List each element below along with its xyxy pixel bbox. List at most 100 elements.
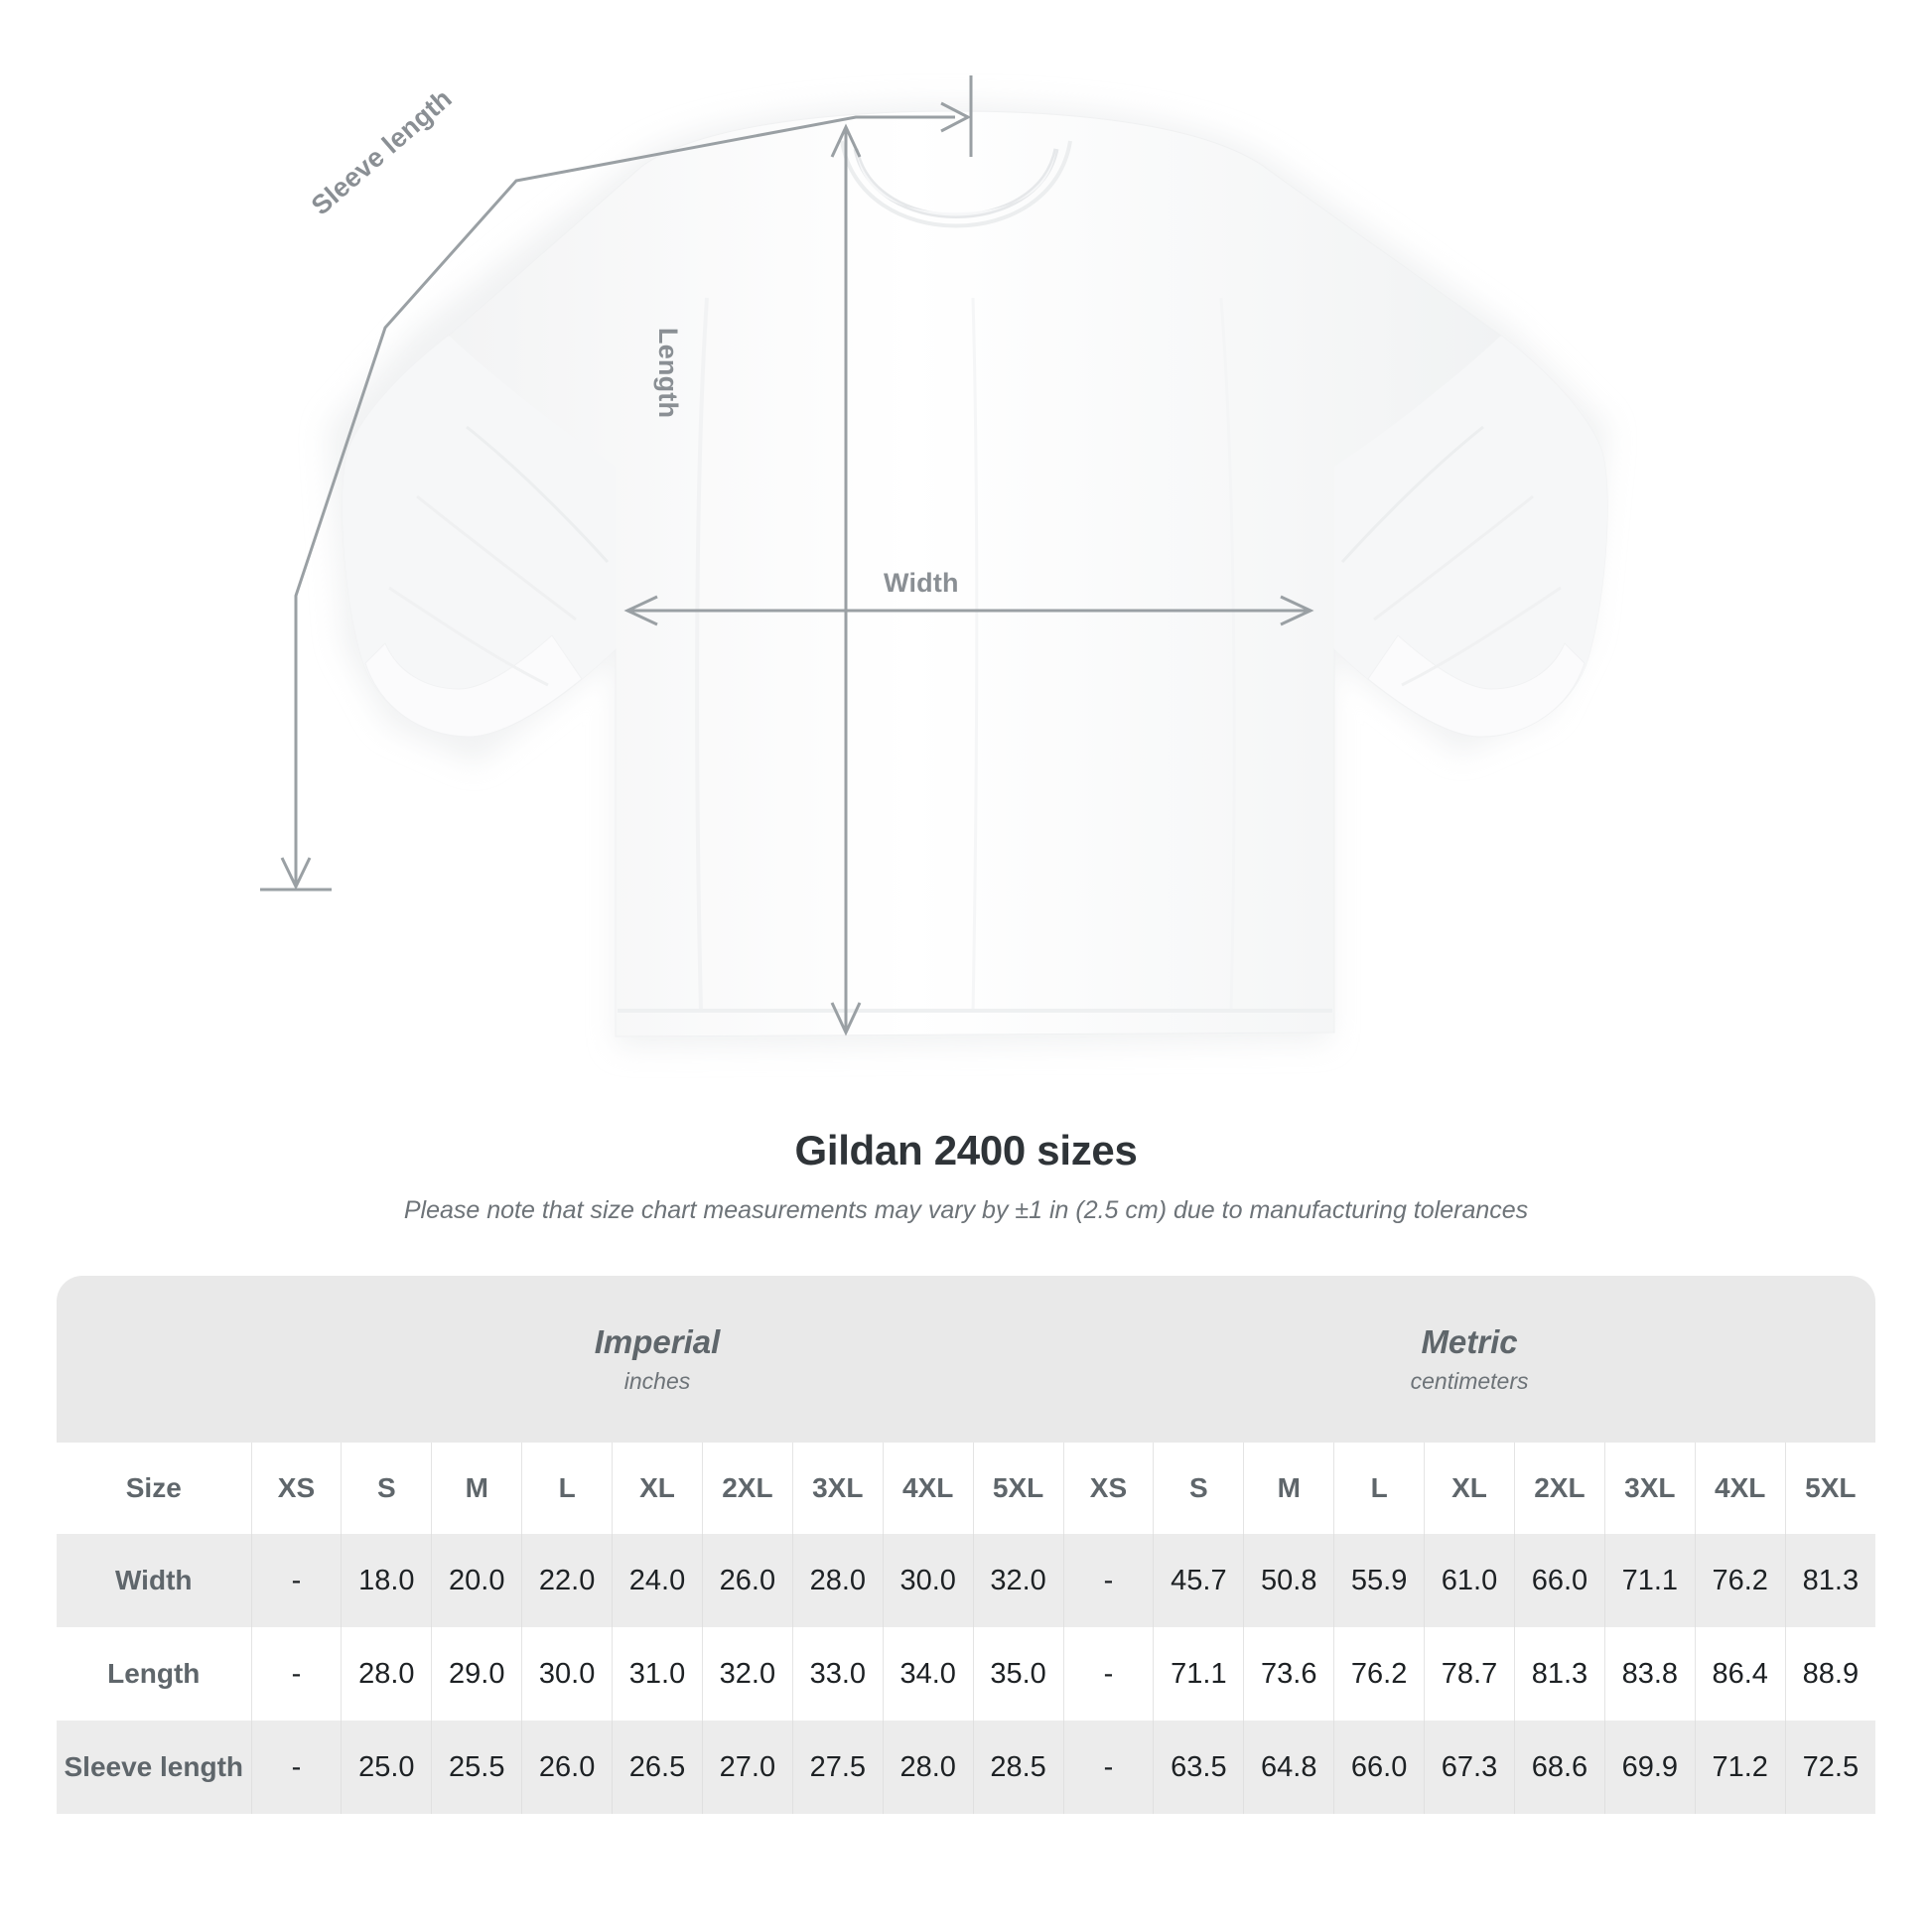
cell-sleeve-metric-xl: 67.3	[1424, 1721, 1515, 1814]
cell-sleeve-metric-m: 64.8	[1243, 1721, 1334, 1814]
garment-svg	[260, 75, 1608, 1047]
unit-band-spacer	[57, 1276, 251, 1443]
size-header-imperial-l: L	[521, 1443, 613, 1534]
cell-width-imperial-xs: -	[250, 1534, 342, 1627]
title-block: Gildan 2400 sizes Please note that size …	[0, 1127, 1932, 1225]
cell-width-metric-l: 55.9	[1333, 1534, 1425, 1627]
width-guide	[623, 595, 1314, 626]
size-header-metric-m: M	[1243, 1443, 1334, 1534]
cell-length-imperial-4xl: 34.0	[882, 1627, 974, 1721]
table-row: Length - 28.0 29.0 30.0 31.0 32.0 33.0 3…	[57, 1627, 1876, 1721]
size-header-imperial-m: M	[431, 1443, 522, 1534]
cell-width-metric-xl: 61.0	[1424, 1534, 1515, 1627]
cell-length-imperial-s: 28.0	[341, 1627, 432, 1721]
unit-group-metric-name: Metric	[1421, 1322, 1518, 1360]
cell-sleeve-imperial-2xl: 27.0	[701, 1721, 793, 1814]
length-guide	[830, 123, 862, 1036]
row-label-width: Width	[57, 1534, 251, 1627]
cell-sleeve-metric-2xl: 68.6	[1513, 1721, 1605, 1814]
cell-length-metric-s: 71.1	[1153, 1627, 1244, 1721]
cell-sleeve-metric-5xl: 72.5	[1784, 1721, 1876, 1814]
cell-width-imperial-4xl: 30.0	[882, 1534, 974, 1627]
cell-length-metric-xl: 78.7	[1424, 1627, 1515, 1721]
cell-width-metric-xs: -	[1062, 1534, 1154, 1627]
cell-sleeve-metric-l: 66.0	[1333, 1721, 1425, 1814]
size-header-imperial-4xl: 4XL	[882, 1443, 974, 1534]
width-label: Width	[884, 568, 959, 598]
cell-width-metric-4xl: 76.2	[1694, 1534, 1786, 1627]
cell-length-imperial-2xl: 32.0	[701, 1627, 793, 1721]
garment-illustration: Sleeve length Length Width	[260, 75, 1608, 1047]
cell-width-metric-m: 50.8	[1243, 1534, 1334, 1627]
page-title: Gildan 2400 sizes	[794, 1127, 1138, 1173]
size-header-imperial-xs: XS	[250, 1443, 342, 1534]
cell-sleeve-imperial-5xl: 28.5	[972, 1721, 1064, 1814]
cell-sleeve-metric-xs: -	[1062, 1721, 1154, 1814]
size-header-metric-2xl: 2XL	[1513, 1443, 1605, 1534]
cell-sleeve-imperial-l: 26.0	[521, 1721, 613, 1814]
size-header-imperial-5xl: 5XL	[972, 1443, 1064, 1534]
cell-width-metric-3xl: 71.1	[1603, 1534, 1696, 1627]
unit-group-imperial-name: Imperial	[594, 1322, 721, 1360]
size-header-imperial-s: S	[341, 1443, 432, 1534]
cell-sleeve-metric-4xl: 71.2	[1694, 1721, 1786, 1814]
cell-sleeve-imperial-m: 25.5	[431, 1721, 522, 1814]
cell-length-imperial-3xl: 33.0	[791, 1627, 884, 1721]
cell-width-imperial-l: 22.0	[521, 1534, 613, 1627]
sleeve-length-guide	[260, 75, 973, 892]
unit-group-imperial-sub: inches	[623, 1368, 691, 1395]
cell-length-metric-4xl: 86.4	[1694, 1627, 1786, 1721]
cell-length-metric-xs: -	[1062, 1627, 1154, 1721]
size-chart-table-wrap: Imperial inches Metric centimeters Size …	[57, 1276, 1876, 1814]
cell-sleeve-imperial-xs: -	[250, 1721, 342, 1814]
cell-width-metric-s: 45.7	[1153, 1534, 1244, 1627]
size-header-metric-s: S	[1153, 1443, 1244, 1534]
size-header-imperial-xl: XL	[612, 1443, 703, 1534]
unit-group-metric: Metric centimeters	[1063, 1276, 1876, 1443]
cell-length-metric-5xl: 88.9	[1784, 1627, 1876, 1721]
length-label: Length	[653, 328, 683, 419]
size-header-label: Size	[57, 1443, 251, 1534]
size-header-metric-4xl: 4XL	[1694, 1443, 1786, 1534]
cell-length-imperial-xs: -	[250, 1627, 342, 1721]
cell-width-metric-5xl: 81.3	[1784, 1534, 1876, 1627]
cell-sleeve-metric-s: 63.5	[1153, 1721, 1244, 1814]
cell-length-imperial-5xl: 35.0	[972, 1627, 1064, 1721]
cell-width-imperial-s: 18.0	[341, 1534, 432, 1627]
size-header-metric-xl: XL	[1424, 1443, 1515, 1534]
table-row: Width - 18.0 20.0 22.0 24.0 26.0 28.0 30…	[57, 1534, 1876, 1627]
tolerance-note: Please note that size chart measurements…	[403, 1196, 1529, 1224]
shirt-body	[342, 110, 1608, 1037]
cell-width-imperial-m: 20.0	[431, 1534, 522, 1627]
cell-length-imperial-m: 29.0	[431, 1627, 522, 1721]
cell-sleeve-imperial-4xl: 28.0	[882, 1721, 974, 1814]
table-row: Sleeve length - 25.0 25.5 26.0 26.5 27.0…	[57, 1721, 1876, 1814]
cell-length-metric-m: 73.6	[1243, 1627, 1334, 1721]
cell-sleeve-imperial-s: 25.0	[341, 1721, 432, 1814]
size-header-imperial-3xl: 3XL	[791, 1443, 884, 1534]
cell-width-metric-2xl: 66.0	[1513, 1534, 1605, 1627]
size-header-metric-xs: XS	[1062, 1443, 1154, 1534]
size-chart-table: Imperial inches Metric centimeters Size …	[57, 1276, 1876, 1814]
cell-length-imperial-xl: 31.0	[612, 1627, 703, 1721]
cell-width-imperial-5xl: 32.0	[972, 1534, 1064, 1627]
cell-length-metric-3xl: 83.8	[1603, 1627, 1696, 1721]
size-header-row: Size XS S M L XL 2XL 3XL 4XL 5XL XS S M …	[57, 1443, 1876, 1534]
measurement-guides	[260, 75, 1314, 1036]
cell-width-imperial-2xl: 26.0	[701, 1534, 793, 1627]
cell-sleeve-metric-3xl: 69.9	[1603, 1721, 1696, 1814]
cell-width-imperial-3xl: 28.0	[791, 1534, 884, 1627]
cell-length-metric-l: 76.2	[1333, 1627, 1425, 1721]
cell-length-imperial-l: 30.0	[521, 1627, 613, 1721]
cell-sleeve-imperial-3xl: 27.5	[791, 1721, 884, 1814]
size-header-metric-5xl: 5XL	[1784, 1443, 1876, 1534]
unit-group-imperial: Imperial inches	[251, 1276, 1064, 1443]
unit-band-row: Imperial inches Metric centimeters	[57, 1276, 1876, 1443]
unit-group-metric-sub: centimeters	[1410, 1368, 1529, 1395]
row-label-sleeve-length: Sleeve length	[57, 1721, 251, 1814]
size-header-metric-3xl: 3XL	[1603, 1443, 1696, 1534]
size-header-metric-l: L	[1333, 1443, 1425, 1534]
row-label-length: Length	[57, 1627, 251, 1721]
cell-length-metric-2xl: 81.3	[1513, 1627, 1605, 1721]
size-header-imperial-2xl: 2XL	[701, 1443, 793, 1534]
